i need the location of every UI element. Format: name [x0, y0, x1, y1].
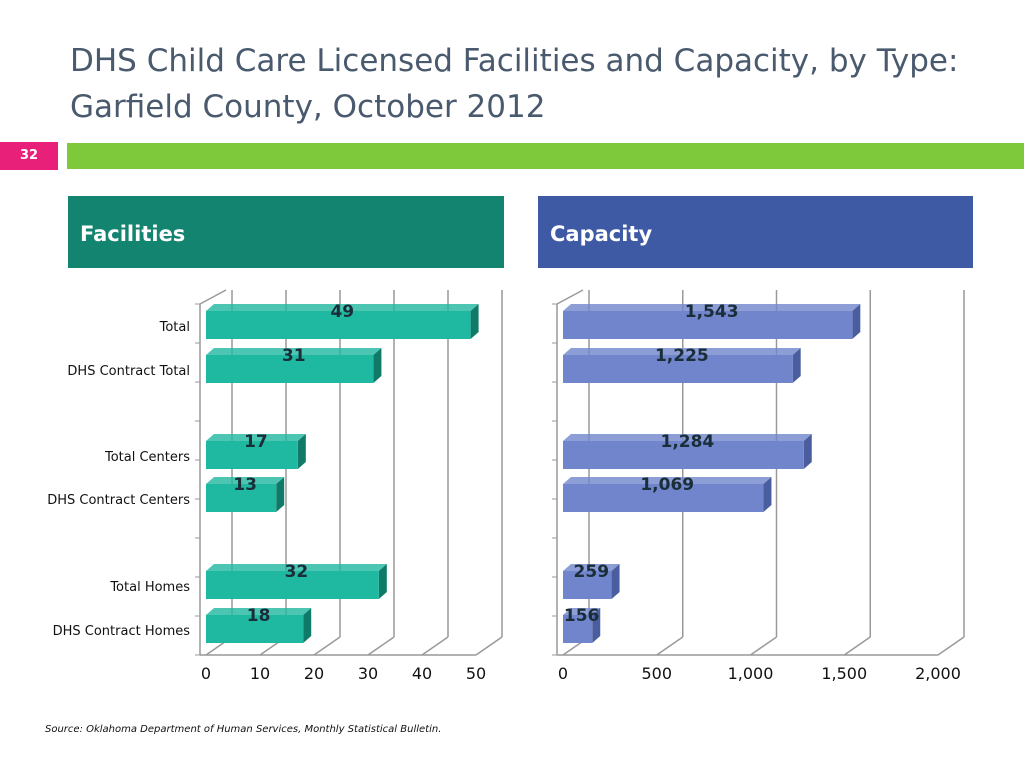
tick-label-500: 500 — [641, 664, 672, 683]
data-label-dhs-contract-total: 1,225 — [655, 346, 709, 366]
gridline-floor — [937, 636, 965, 656]
bar-top-dhs-contract-homes — [563, 608, 601, 615]
bar-dhs-contract-total — [563, 355, 793, 383]
data-label-dhs-contract-homes: 18 — [247, 606, 271, 626]
bar-top-total — [206, 304, 479, 311]
data-label-total-homes: 259 — [574, 562, 610, 582]
bar-dhs-contract-homes — [206, 615, 304, 643]
data-label-dhs-contract-total: 31 — [282, 346, 306, 366]
bar-side-dhs-contract-homes — [303, 608, 312, 643]
bar-side-total-centers — [803, 434, 812, 469]
tick-label-1-000: 1,000 — [728, 664, 774, 683]
bar-side-total — [470, 304, 479, 339]
category-label-total-centers: Total Centers — [104, 450, 190, 465]
tick-label-20: 20 — [304, 664, 324, 683]
gridline-floor — [843, 636, 871, 656]
bar-side-dhs-contract-total — [373, 348, 382, 383]
data-label-total: 1,543 — [685, 302, 739, 322]
bar-top-total-centers — [563, 434, 812, 441]
bar-side-total-centers — [297, 434, 306, 469]
data-label-dhs-contract-centers: 1,069 — [640, 475, 694, 495]
gridline-floor — [750, 636, 777, 656]
facilities-header: Facilities — [68, 196, 504, 268]
tick-label-50: 50 — [466, 664, 486, 683]
bar-dhs-contract-total — [206, 355, 374, 383]
bar-side-total — [852, 304, 861, 339]
bar-top-total — [563, 304, 861, 311]
category-label-total: Total — [159, 320, 190, 335]
bar-top-dhs-contract-total — [206, 348, 382, 355]
data-label-dhs-contract-centers: 13 — [233, 475, 257, 495]
bar-total-centers — [563, 441, 804, 469]
bar-top-dhs-contract-centers — [563, 477, 772, 484]
gridline-floor — [421, 636, 449, 656]
data-label-total-centers: 17 — [244, 432, 268, 452]
bar-dhs-contract-centers — [206, 484, 277, 512]
bar-side-total-homes — [378, 564, 387, 599]
bar-top-total-centers — [206, 434, 306, 441]
tick-label-1-500: 1,500 — [821, 664, 867, 683]
bar-side-dhs-contract-centers — [763, 477, 772, 512]
tick-label-2-000: 2,000 — [915, 664, 961, 683]
bar-total-homes — [206, 571, 379, 599]
bar-dhs-contract-centers — [563, 484, 764, 512]
gridline-floor — [313, 636, 341, 656]
tick-label-30: 30 — [358, 664, 378, 683]
axis-line-top — [556, 289, 584, 305]
bar-total-centers — [206, 441, 298, 469]
bar-total — [563, 311, 853, 339]
gridline-floor — [656, 636, 684, 656]
data-label-total: 49 — [330, 302, 354, 322]
bar-dhs-contract-homes — [563, 615, 593, 643]
bar-top-dhs-contract-homes — [206, 608, 312, 615]
bar-side-dhs-contract-total — [792, 348, 801, 383]
tick-label-0: 0 — [201, 664, 211, 683]
category-label-total-homes: Total Homes — [109, 580, 190, 595]
data-label-dhs-contract-homes: 156 — [564, 606, 600, 626]
tick-label-10: 10 — [250, 664, 270, 683]
data-label-total-centers: 1,284 — [660, 432, 714, 452]
gridline-floor — [475, 636, 503, 656]
bar-top-total-homes — [206, 564, 387, 571]
axis-line-top — [199, 289, 227, 305]
slide-title: DHS Child Care Licensed Facilities and C… — [70, 43, 959, 125]
tick-label-40: 40 — [412, 664, 432, 683]
bar-side-total-homes — [611, 564, 620, 599]
bar-total-homes — [563, 571, 612, 599]
page-number-badge: 32 — [0, 142, 58, 170]
gridline-floor — [367, 636, 395, 656]
bar-top-total-homes — [563, 564, 620, 571]
bar-side-dhs-contract-centers — [276, 477, 285, 512]
source-note: Source: Oklahoma Department of Human Ser… — [45, 724, 442, 735]
bar-side-dhs-contract-homes — [592, 608, 601, 643]
capacity-header: Capacity — [538, 196, 973, 268]
data-label-total-homes: 32 — [285, 562, 309, 582]
bar-top-dhs-contract-total — [563, 348, 801, 355]
facilities-chart: 49 Total 31 DHS Contract Total 17 Total Cente… — [47, 289, 503, 683]
category-label-dhs-contract-total: DHS Contract Total — [67, 364, 190, 379]
tick-label-0: 0 — [558, 664, 568, 683]
category-label-dhs-contract-centers: DHS Contract Centers — [47, 493, 190, 508]
bar-top-dhs-contract-centers — [206, 477, 285, 484]
category-label-dhs-contract-homes: DHS Contract Homes — [53, 624, 191, 639]
green-rule — [67, 143, 1024, 169]
bar-total — [206, 311, 471, 339]
capacity-chart: 1,543 1,225 1,284 1,069 259 156 0 500 1,000 1,500… — [552, 289, 965, 683]
